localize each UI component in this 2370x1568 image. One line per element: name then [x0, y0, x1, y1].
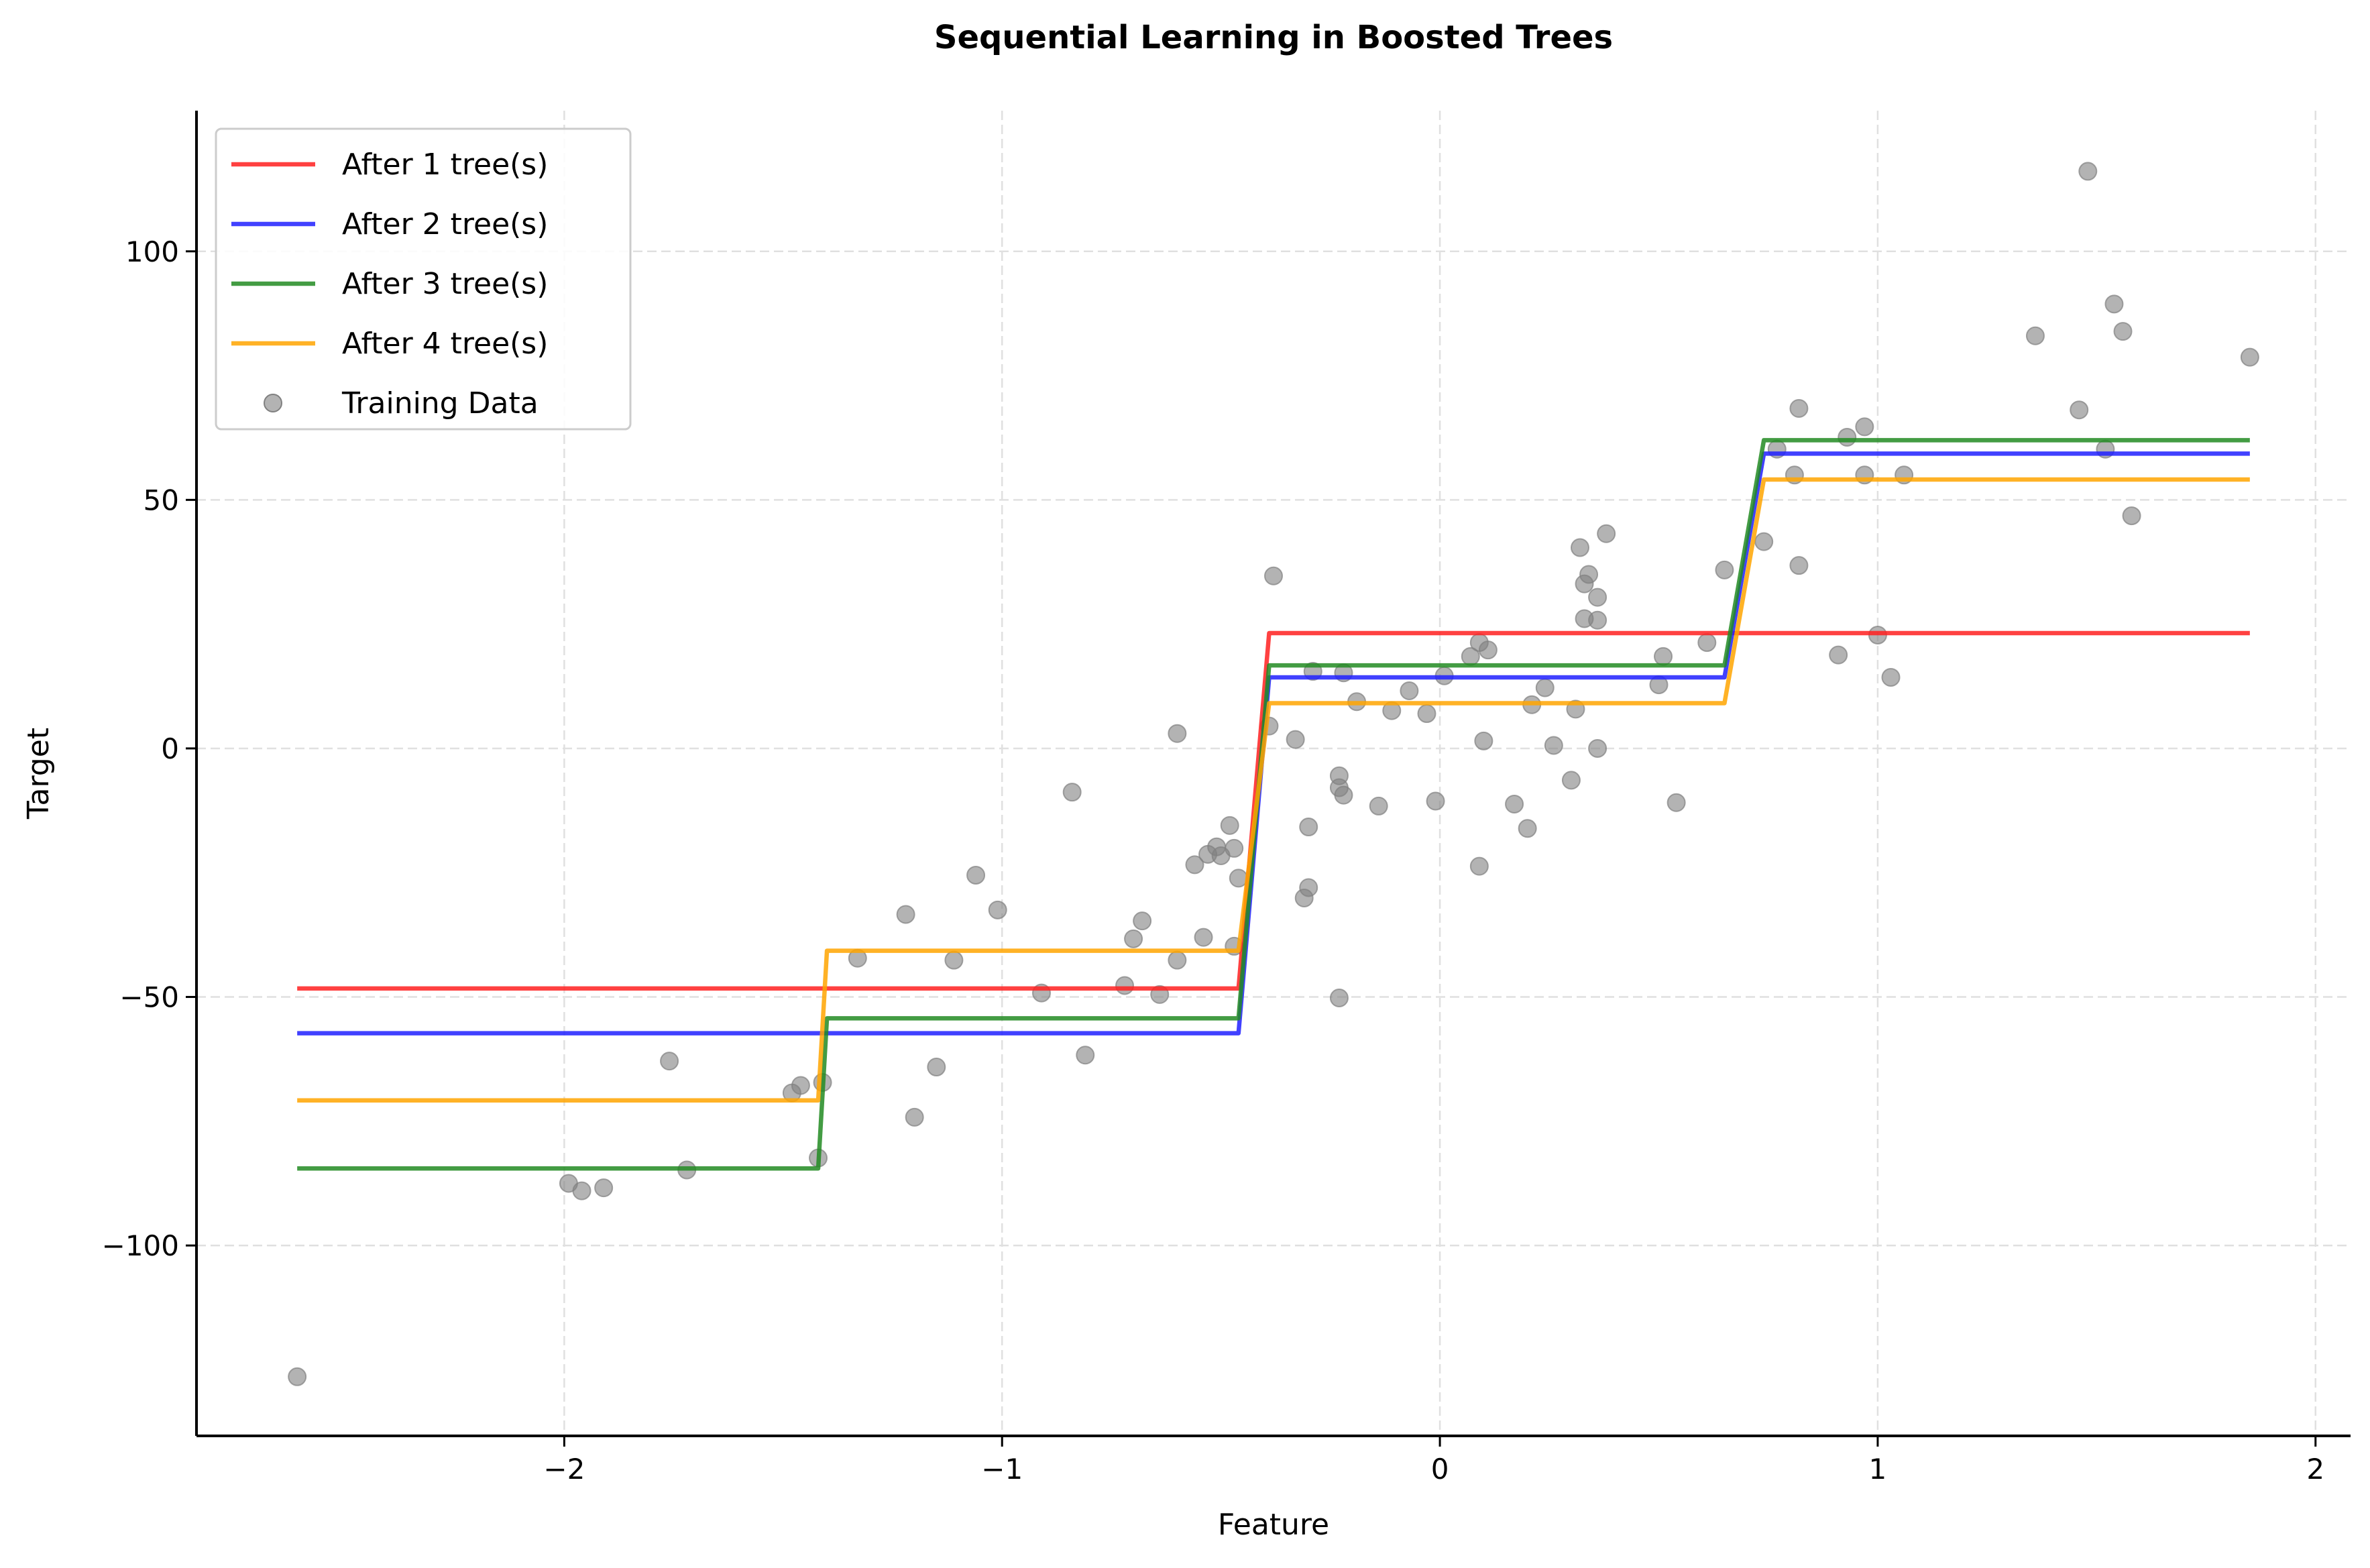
training-data-point — [944, 950, 964, 970]
x-tick-label: −1 — [981, 1453, 1023, 1486]
x-axis-label: Feature — [1218, 1508, 1329, 1542]
training-data-point — [1115, 976, 1135, 995]
legend-label: Training Data — [341, 386, 539, 421]
training-data-point — [1518, 819, 1537, 838]
grid — [196, 111, 2351, 1436]
training-data-point — [1417, 704, 1436, 724]
training-data-point — [288, 1367, 307, 1386]
training-data-point — [1544, 736, 1563, 755]
series-line-4 — [297, 477, 2250, 1103]
training-data-point — [2078, 162, 2098, 181]
training-data-point — [1329, 989, 1349, 1008]
training-data-point — [1789, 556, 1809, 575]
training-data-point — [2025, 326, 2045, 345]
training-data-point — [1334, 785, 1353, 805]
training-data-point — [1829, 645, 1848, 665]
training-data-point — [1225, 838, 1244, 858]
legend-frame — [215, 127, 632, 431]
series-lines — [297, 438, 2250, 1171]
training-data-point — [1299, 878, 1318, 897]
x-tick-label: 1 — [1869, 1453, 1887, 1486]
training-data-point — [1588, 610, 1607, 630]
x-tick-label: 0 — [1431, 1453, 1449, 1486]
training-data-point — [791, 1076, 810, 1095]
training-data-point — [1286, 730, 1305, 749]
training-data-point — [1168, 724, 1187, 743]
training-data-point — [1474, 731, 1493, 750]
training-data-point — [1838, 427, 1857, 447]
y-tick-label: 50 — [144, 484, 179, 516]
training-data-point — [988, 900, 1007, 919]
training-data-point — [1076, 1046, 1095, 1065]
series-line-1 — [297, 630, 2250, 991]
legend-label: After 2 tree(s) — [342, 207, 548, 241]
training-data-point — [2070, 400, 2089, 420]
training-data-point — [966, 865, 986, 885]
training-data-point — [2240, 347, 2259, 367]
y-ticks: −100 −50 0 50 100 — [102, 235, 196, 1262]
training-data-point — [660, 1052, 679, 1071]
training-data-point — [572, 1181, 591, 1200]
training-data-point — [1133, 911, 1152, 931]
x-tick-label: −2 — [543, 1453, 585, 1486]
training-data-point — [1715, 560, 1734, 579]
training-data-point — [1588, 738, 1607, 758]
training-data-point — [1400, 681, 1419, 700]
training-data-point — [905, 1107, 924, 1127]
series-line-2 — [297, 451, 2250, 1035]
training-data-point — [1667, 793, 1686, 812]
legend: After 1 tree(s) After 2 tree(s) After 3 tr… — [215, 127, 632, 431]
training-data-point — [1597, 524, 1616, 543]
training-data-point — [1299, 818, 1318, 837]
y-tick-label: −100 — [102, 1229, 179, 1262]
training-data-point — [1881, 667, 1901, 687]
training-data-point — [1697, 633, 1717, 653]
chart-title: Sequential Learning in Boosted Trees — [934, 19, 1613, 56]
training-data-point — [2104, 294, 2124, 314]
training-data-point — [1505, 794, 1524, 814]
training-data-point — [1220, 816, 1239, 835]
x-tick-label: 2 — [2306, 1453, 2324, 1486]
training-data-point — [594, 1178, 614, 1198]
y-axis-label: Target — [21, 728, 56, 820]
training-data-point — [1654, 647, 1673, 666]
y-tick-label: 0 — [161, 732, 179, 765]
y-tick-label: −50 — [119, 981, 179, 1014]
training-data-point — [1478, 640, 1498, 660]
training-data-point — [1426, 791, 1445, 811]
training-data-point — [2113, 322, 2133, 341]
training-data-point — [1579, 565, 1599, 584]
training-data-point — [927, 1058, 946, 1077]
training-data-point — [1588, 587, 1607, 607]
training-data-point — [1561, 771, 1581, 790]
legend-label: After 3 tree(s) — [342, 267, 548, 301]
series-line-3 — [297, 438, 2250, 1171]
training-data-point — [1124, 929, 1143, 948]
training-data-point — [1789, 398, 1809, 418]
x-ticks: −2 −1 0 1 2 — [543, 1436, 2324, 1486]
legend-label: After 1 tree(s) — [342, 148, 548, 182]
training-data-point — [1469, 856, 1489, 876]
y-tick-label: 100 — [125, 235, 179, 268]
legend-label: After 4 tree(s) — [342, 327, 548, 361]
training-data-point — [1754, 532, 1774, 551]
training-data-point — [1369, 796, 1388, 816]
training-data-point — [1062, 783, 1082, 802]
legend-swatch-training-data — [264, 394, 282, 412]
training-data-point — [1570, 538, 1589, 557]
training-data-point — [1264, 566, 1283, 585]
training-data-point — [1855, 417, 1874, 437]
training-data-point — [1535, 678, 1555, 697]
training-data-point — [896, 905, 915, 924]
training-data-point — [1168, 950, 1187, 970]
training-data-point — [1185, 855, 1204, 875]
training-data-point — [2122, 506, 2141, 526]
training-data-point — [1194, 928, 1213, 947]
